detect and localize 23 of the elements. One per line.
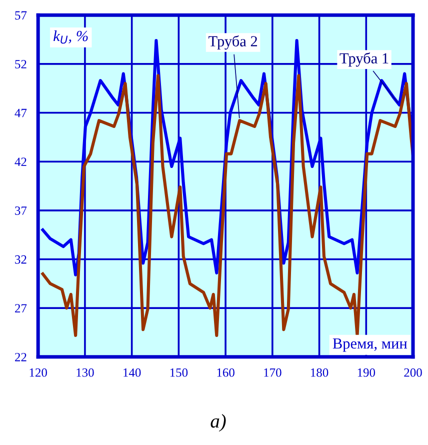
y-tick-label: 57 [15,11,27,20]
x-tick-label: 160 [217,368,234,377]
y-tick-label: 52 [15,60,26,68]
x-tick-label: 140 [124,368,141,377]
y-tick-label: 22 [15,352,26,362]
y-axis-title: k$_{U}$, % [54,30,88,44]
y-tick-label: 47 [14,108,27,118]
line-series [41,74,414,337]
y-tick-label: 32 [15,255,26,264]
x-tick-label: 120 [30,368,47,377]
x-tick-label: 200 [404,368,422,377]
x-tick-label: 170 [264,368,282,377]
x-tick-label: 190 [358,368,376,377]
text: Труба 2 [208,35,258,50]
y-tick-label: 42 [14,158,26,166]
y-tick-label: 27 [15,304,27,312]
x-axis-title: Время, мин [332,338,408,352]
x-tick-label: 150 [170,368,188,377]
series-label: Труба 1 [340,52,388,67]
y-tick-label: 37 [15,206,27,215]
text: а) [210,414,226,432]
x-tick-label: 130 [76,368,94,377]
x-tick-label: 180 [311,368,328,377]
